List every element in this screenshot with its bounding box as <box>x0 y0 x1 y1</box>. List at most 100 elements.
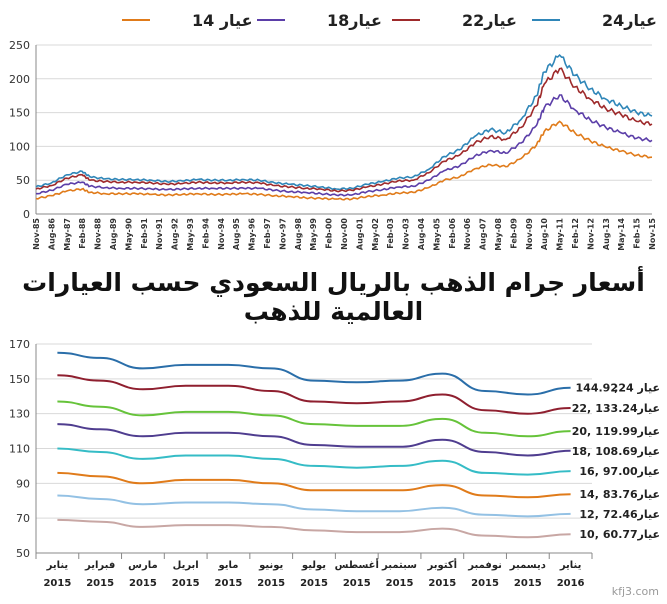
top-x-tick-label: May-87 <box>63 218 72 251</box>
top-x-tick-label: Nov-94 <box>217 218 226 250</box>
top-x-tick-label: Nov-85 <box>32 218 41 250</box>
bottom-x-year-label: 2015 <box>300 578 328 589</box>
bottom-series-value: 108.69 <box>595 445 637 458</box>
bottom-series-line-1 <box>57 351 571 396</box>
bottom-series-value: 144.92 <box>576 382 618 395</box>
bottom-series-label: عيار 12,72.46 <box>579 508 660 521</box>
top-series-line-1 <box>35 53 653 191</box>
top-y-tick-label: 150 <box>9 107 30 120</box>
top-x-tick-label: Aug-10 <box>540 218 549 251</box>
bottom-x-month-label: مارس <box>128 560 158 571</box>
top-x-tick-label: May-08 <box>494 218 503 251</box>
top-x-tick-label: Feb-15 <box>633 218 642 249</box>
bottom-x-month-label: نوفمبر <box>467 560 502 571</box>
bottom-x-month-label: أكتوبر <box>427 558 458 571</box>
top-x-tick-label: May-05 <box>432 218 441 251</box>
top-x-tick-label: Nov-88 <box>94 218 103 250</box>
top-x-tick-label: Feb-91 <box>140 218 149 249</box>
top-x-tick-label: Feb-03 <box>386 218 395 249</box>
bottom-series-line-5 <box>57 447 571 476</box>
top-x-tick-label: Aug-98 <box>294 218 303 251</box>
bottom-series-label: عيار 10,60.77 <box>579 528 660 541</box>
top-x-tick-label: Aug-86 <box>47 218 56 251</box>
bottom-x-month-label: يوليو <box>301 560 326 571</box>
bottom-x-month-label: يونيو <box>258 560 283 571</box>
top-x-tick-label: Feb-09 <box>509 218 518 249</box>
top-x-tick-label: May-96 <box>248 218 257 251</box>
bottom-x-year-label: 2015 <box>471 578 499 589</box>
bottom-chart: 50 70 90 110 130 150 170 يناير 2015 فبراير 2015 مار… <box>9 338 660 589</box>
bottom-y-tick-label: 110 <box>9 443 30 456</box>
bottom-series-value: 83.76 <box>603 488 638 501</box>
top-x-tick-label: Feb-88 <box>78 218 87 249</box>
watermark: kfj3.com <box>611 585 659 598</box>
bottom-series-label: عيار 14,83.76 <box>579 488 660 501</box>
bottom-series-label: عيار 18,108.69 <box>572 445 660 458</box>
bottom-x-year-label: 2015 <box>43 578 71 589</box>
top-x-tick-label: Nov-03 <box>402 218 411 250</box>
bottom-x-month-label: يناير <box>46 560 69 571</box>
top-x-tick-label: Feb-00 <box>325 218 334 249</box>
bottom-x-year-label: 2015 <box>514 578 542 589</box>
bottom-x-month-label: فبراير <box>84 560 115 571</box>
top-x-tick-label: Nov-12 <box>586 218 595 250</box>
top-series-line-2 <box>35 67 653 193</box>
bottom-series-value: 97.00 <box>603 465 638 478</box>
bottom-x-year-label: 2015 <box>215 578 243 589</box>
bottom-series-line-2 <box>57 374 571 415</box>
bottom-series-label: عيار 22,133.24 <box>572 402 660 415</box>
bottom-x-year-label: 2015 <box>172 578 200 589</box>
top-x-tick-label: Aug-01 <box>355 218 364 251</box>
top-x-tick-label: Aug-92 <box>171 218 180 250</box>
top-chart: 0 50 100 150 200 250 Nov-85 Aug-86 May-87 Feb-88 N… <box>9 11 657 251</box>
top-x-tick-label: Nov-06 <box>463 218 472 250</box>
top-x-tick-label: Feb-94 <box>201 218 210 249</box>
bottom-series-name: عيار 24; <box>614 382 660 395</box>
top-x-tick-label: May-93 <box>186 218 195 251</box>
bottom-x-month-label: سبتمبر <box>381 560 417 571</box>
bottom-x-month-label: مايو <box>217 560 238 571</box>
top-series-line-4 <box>35 120 653 201</box>
bottom-x-year-label: 2015 <box>129 578 157 589</box>
bottom-series-line-7 <box>57 494 571 518</box>
top-y-tick-label: 200 <box>9 73 30 86</box>
chart-title: أسعار جرام الذهب بالريال السعودي حسب الع… <box>22 268 645 326</box>
top-x-tick-label: May-14 <box>617 218 626 251</box>
top-x-tick-label: Aug-95 <box>232 218 241 251</box>
bottom-series-line-8 <box>57 518 571 539</box>
bottom-x-year-label: 2015 <box>428 578 456 589</box>
bottom-series-line-3 <box>57 400 571 438</box>
top-x-tick-label: Aug-04 <box>417 218 426 251</box>
bottom-x-month-label: ديسمبر <box>509 560 546 571</box>
bottom-y-tick-label: 90 <box>16 477 30 490</box>
top-y-tick-label: 50 <box>16 174 30 187</box>
top-x-tick-label: Nov-00 <box>340 218 349 250</box>
top-x-tick-label: Aug-07 <box>479 218 488 250</box>
top-series-line-3 <box>36 94 653 197</box>
top-y-tick-label: 0 <box>23 208 30 221</box>
bottom-x-year-label: 2015 <box>343 578 371 589</box>
top-x-tick-label: Feb-06 <box>448 218 457 249</box>
bottom-x-year-label: 2016 <box>557 578 585 589</box>
top-x-tick-label: May-99 <box>309 218 318 251</box>
bottom-series-value: 119.99 <box>595 425 637 438</box>
top-x-tick-label: Aug-89 <box>109 218 118 251</box>
bottom-series-line-6 <box>57 471 571 499</box>
top-legend-label: عيار 14 <box>192 11 253 30</box>
bottom-x-year-label: 2015 <box>86 578 114 589</box>
bottom-series-line-4 <box>57 423 571 457</box>
top-legend-label: عيار24 <box>602 11 657 30</box>
bottom-series-label: عيار 20,119.99 <box>572 425 660 438</box>
bottom-y-tick-label: 150 <box>9 373 30 386</box>
bottom-x-year-label: 2015 <box>257 578 285 589</box>
top-x-tick-label: Nov-97 <box>278 218 287 250</box>
top-x-tick-label: May-90 <box>124 218 133 251</box>
top-x-tick-label: Nov-91 <box>155 218 164 250</box>
bottom-y-tick-label: 70 <box>16 512 30 525</box>
top-x-tick-label: Feb-12 <box>571 218 580 249</box>
bottom-y-tick-label: 50 <box>16 547 30 560</box>
bottom-x-month-label: أغسطس <box>335 558 379 571</box>
top-x-tick-label: Nov-15 <box>648 218 657 250</box>
top-x-tick-label: May-11 <box>556 218 565 251</box>
top-legend-label: عيار22 <box>462 11 517 30</box>
